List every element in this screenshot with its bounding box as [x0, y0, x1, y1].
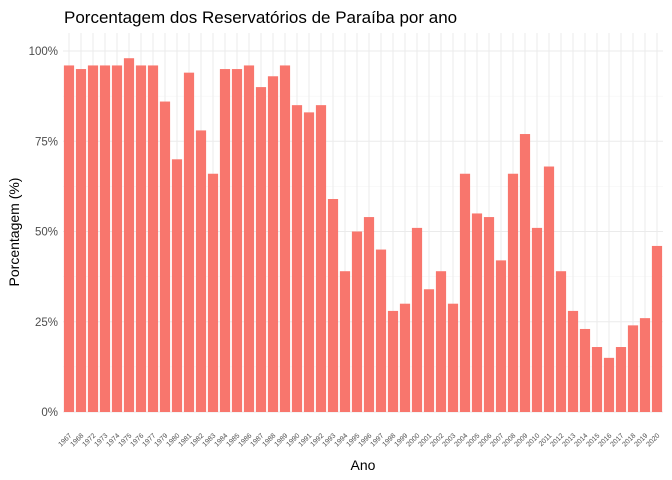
- bar-2002: [435, 271, 447, 412]
- bar-1985: [231, 69, 243, 413]
- bar-1998: [387, 310, 399, 412]
- y-axis-title: Porcentagem (%): [6, 178, 22, 287]
- bar-1987: [255, 87, 267, 412]
- bar-1997: [375, 249, 387, 412]
- bar-2012: [555, 271, 567, 412]
- y-axis-ticks: 0% 25% 50% 75% 100%: [29, 46, 58, 419]
- y-tick-label: 50%: [35, 227, 58, 239]
- bar-1982: [195, 130, 207, 413]
- bar-1986: [243, 65, 255, 412]
- chart-title: Porcentagem dos Reservatórios de Paraíba…: [64, 8, 457, 27]
- bars: [63, 58, 663, 413]
- bar-1991: [303, 112, 315, 413]
- bar-1980: [171, 159, 183, 412]
- x-axis-title: Ano: [351, 457, 376, 473]
- bar-2015: [591, 347, 603, 412]
- bar-2008: [507, 173, 519, 412]
- bar-2006: [483, 217, 495, 412]
- bar-2000: [411, 227, 423, 412]
- bar-2011: [543, 166, 555, 412]
- bar-2005: [471, 213, 483, 412]
- bar-2019: [639, 318, 651, 412]
- bar-1994: [339, 271, 351, 412]
- bar-2007: [495, 260, 507, 412]
- bar-1988: [267, 76, 279, 413]
- bar-1974: [111, 65, 123, 412]
- bar-2009: [519, 134, 531, 412]
- bar-1972: [87, 65, 99, 412]
- bar-1993: [327, 199, 339, 412]
- bar-1996: [363, 217, 375, 412]
- bar-2003: [447, 303, 459, 412]
- bar-2013: [567, 310, 579, 412]
- bar-1975: [123, 58, 135, 412]
- y-tick-label: 100%: [29, 46, 58, 58]
- bar-1981: [183, 72, 195, 412]
- y-tick-label: 25%: [35, 317, 58, 329]
- bar-2018: [627, 325, 639, 412]
- bar-1984: [219, 69, 231, 413]
- y-tick-label: 75%: [35, 136, 58, 148]
- bar-1992: [315, 105, 327, 413]
- bar-1976: [135, 65, 147, 412]
- bar-2014: [579, 328, 591, 412]
- bar-1990: [291, 105, 303, 413]
- bar-1967: [63, 65, 75, 412]
- bar-1999: [399, 303, 411, 412]
- bar-1989: [279, 65, 291, 412]
- bar-1973: [99, 65, 111, 412]
- bar-1979: [159, 101, 171, 412]
- bar-1968: [75, 69, 87, 413]
- bar-2004: [459, 173, 471, 412]
- bar-1995: [351, 231, 363, 412]
- y-tick-label: 0%: [41, 407, 58, 419]
- bar-2010: [531, 227, 543, 412]
- bar-2001: [423, 289, 435, 412]
- bar-2020: [651, 245, 663, 412]
- bar-1977: [147, 65, 159, 412]
- bar-2016: [603, 357, 615, 412]
- bar-2017: [615, 347, 627, 412]
- bar-1983: [207, 173, 219, 412]
